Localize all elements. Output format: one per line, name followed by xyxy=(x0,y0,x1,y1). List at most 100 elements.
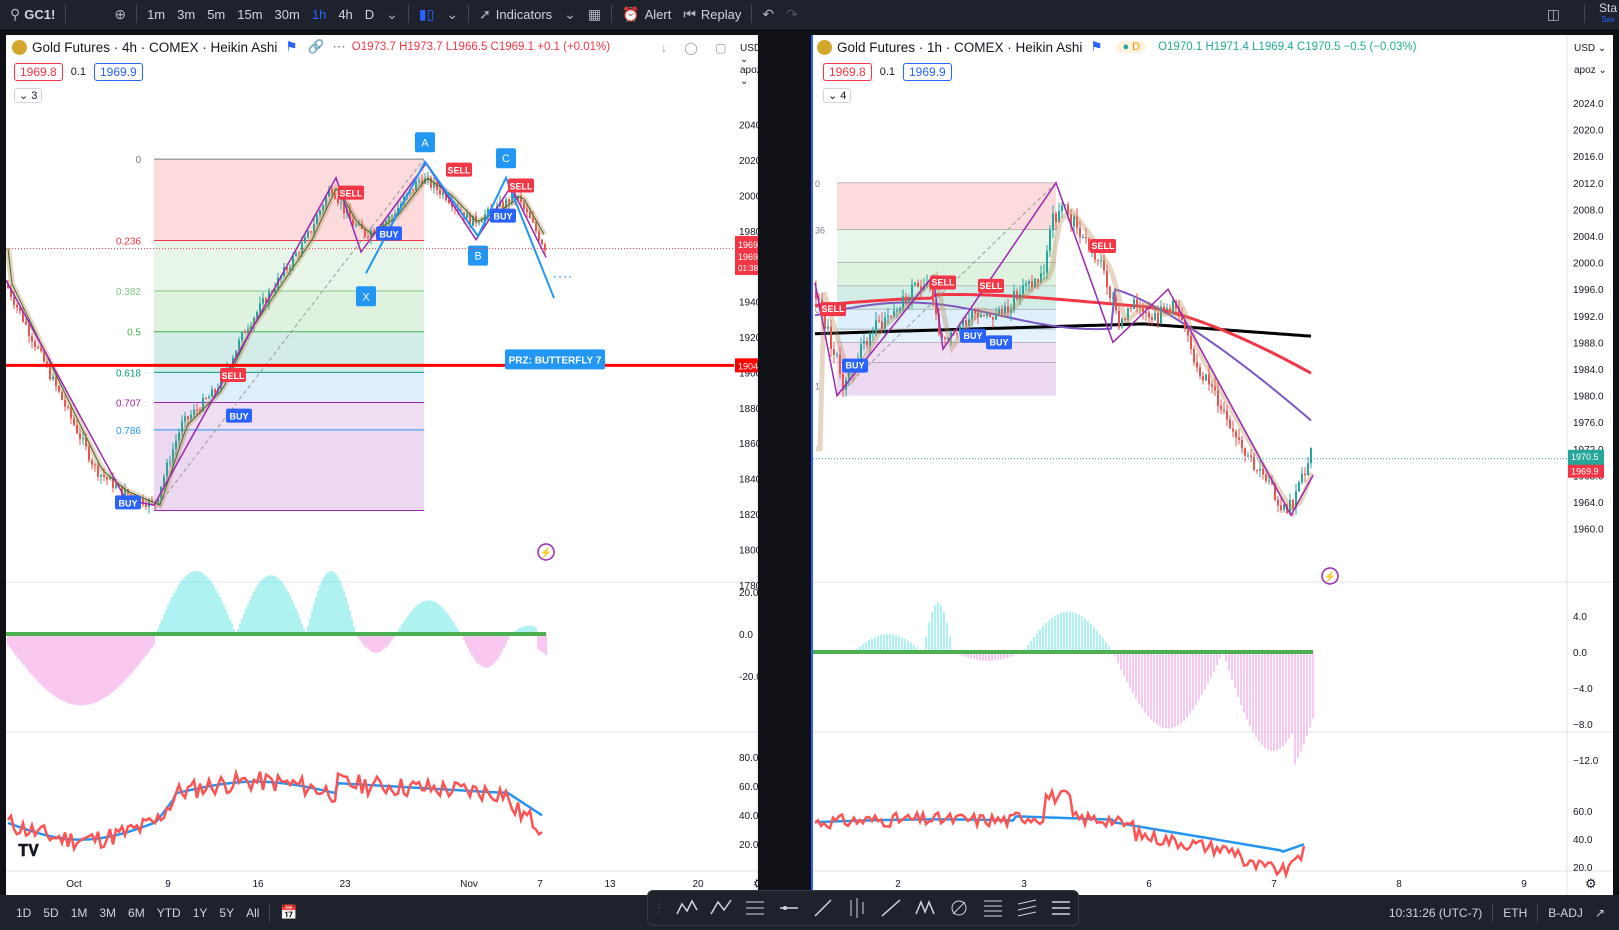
range-5y[interactable]: 5Y xyxy=(219,905,235,920)
time-axis[interactable]: Oct 9 16 23 Nov 7 13 20 xyxy=(66,879,704,890)
interval-1m[interactable]: 1m xyxy=(147,6,166,22)
prz-label-badge[interactable] xyxy=(505,349,605,370)
buy-signal-badge[interactable] xyxy=(842,358,868,373)
long-position-icon[interactable] xyxy=(845,896,869,920)
ray-icon[interactable] xyxy=(879,896,903,920)
parallel-channel-icon[interactable] xyxy=(1015,896,1039,920)
pattern-point-badge[interactable] xyxy=(415,132,435,153)
bid-button[interactable]: 1969.8 xyxy=(823,63,872,81)
menu-lines-icon[interactable] xyxy=(1049,896,1073,920)
chart-type-dropdown[interactable]: ⌄ xyxy=(440,0,464,29)
indicators-dropdown[interactable]: ⌄ xyxy=(558,0,582,29)
session-button[interactable]: ETH xyxy=(1503,905,1528,920)
pane-divider[interactable] xyxy=(811,35,813,895)
sell-signal-badge[interactable] xyxy=(446,162,472,177)
eye-icon[interactable]: ◯ xyxy=(684,41,698,55)
indicators-button[interactable]: ➚ Indicators xyxy=(473,0,558,29)
time-axis[interactable]: 2 3 6 7 8 9 xyxy=(895,879,1527,890)
fib-retracement-icon[interactable] xyxy=(981,896,1005,920)
price-axis[interactable]: 2040.02020.02000.01980.01960.01940.01920… xyxy=(735,121,758,851)
fib-retracement[interactable]: 036071 xyxy=(815,179,1057,396)
trend-line-icon[interactable] xyxy=(811,896,835,920)
buy-signal-badge[interactable] xyxy=(986,335,1012,350)
pattern-point-badge[interactable] xyxy=(496,148,516,169)
more-icon[interactable]: ⋯ xyxy=(332,39,346,54)
replay-button[interactable]: ⏮ Replay xyxy=(677,0,747,29)
buy-signal-badge[interactable] xyxy=(960,328,986,343)
scale-mode-selector[interactable]: apoz ⌄ xyxy=(740,65,758,87)
collapse-indicators-button[interactable]: ⌄ 3 xyxy=(14,88,43,103)
range-all[interactable]: All xyxy=(246,905,260,920)
buy-signal-badge[interactable] xyxy=(226,408,252,423)
panels-toggle-button[interactable]: ◫ xyxy=(1541,0,1566,29)
interval-1h[interactable]: 1h xyxy=(311,6,327,22)
settings-icon[interactable]: ⚙ xyxy=(1585,876,1597,891)
link-icon[interactable]: 🔗 xyxy=(307,39,325,54)
range-1y[interactable]: 1Y xyxy=(192,905,208,920)
range-3m[interactable]: 3M xyxy=(99,905,117,920)
harmonic-pattern-line[interactable] xyxy=(365,159,555,299)
sell-signal-badge[interactable] xyxy=(930,275,956,290)
clock-display[interactable]: 10:31:26 (UTC-7) xyxy=(1388,905,1483,920)
layout-button[interactable]: ▦ xyxy=(582,0,607,29)
range-ytd[interactable]: YTD xyxy=(156,905,181,920)
lightning-icon[interactable] xyxy=(537,543,555,561)
undo-button[interactable]: ↶ xyxy=(756,0,780,29)
date-range-button[interactable]: 📅 xyxy=(274,904,303,921)
sell-signal-badge[interactable] xyxy=(338,185,364,200)
drag-handle-icon[interactable]: ⋮ xyxy=(653,901,665,915)
left-chart-title[interactable]: Gold Futures · 4h · COMEX · Heikin Ashi xyxy=(32,39,278,55)
sell-signal-badge[interactable] xyxy=(820,302,846,317)
scale-mode-selector[interactable]: apoz ⌄ xyxy=(1574,65,1607,76)
left-chart-canvas[interactable]: 0 0.236 0.382 0.5 0.618 0.707 0.786 X A B C PRZ: B… xyxy=(6,35,758,895)
interval-3m[interactable]: 3m xyxy=(177,6,196,22)
maximize-icon[interactable]: ▢ xyxy=(715,41,727,55)
range-6m[interactable]: 6M xyxy=(128,905,145,920)
lightning-icon[interactable] xyxy=(1321,567,1339,585)
collapse-indicators-button[interactable]: ⌄ 4 xyxy=(823,88,852,103)
fib-trend-line[interactable] xyxy=(153,158,425,511)
sell-signal-badge[interactable] xyxy=(978,278,1004,293)
pattern-point-badge[interactable] xyxy=(468,245,488,266)
brush-icon[interactable] xyxy=(947,896,971,920)
buy-signal-badge[interactable] xyxy=(115,495,141,510)
market-status-badge[interactable]: ● D xyxy=(1116,41,1147,53)
flag-icon[interactable]: ⚑ xyxy=(1090,39,1103,54)
redo-button[interactable]: ↷ xyxy=(780,0,804,29)
down-arrow-icon[interactable]: ↓ xyxy=(661,41,667,55)
compare-button[interactable]: ⊕ xyxy=(108,0,132,29)
start-trading-button[interactable]: Sta Sav xyxy=(1589,0,1619,29)
abcd-pattern-icon[interactable] xyxy=(709,896,733,920)
alert-button[interactable]: ⏰ Alert xyxy=(616,0,677,29)
bid-button[interactable]: 1969.8 xyxy=(14,63,63,81)
pattern-point-badge[interactable] xyxy=(356,286,376,307)
symbol-search[interactable]: ⚲ GC1! xyxy=(0,0,61,29)
interval-d[interactable]: D xyxy=(364,6,375,22)
settings-icon[interactable]: ⚙ xyxy=(753,876,758,892)
interval-5m[interactable]: 5m xyxy=(207,6,226,22)
range-1m[interactable]: 1M xyxy=(70,905,88,920)
xabcd-pattern-icon[interactable] xyxy=(675,896,699,920)
price-axis[interactable]: 2024.0 2020.0 2016.0 2012.0 2008.0 2004.0 2000… xyxy=(1568,99,1604,874)
sell-signal-badge[interactable] xyxy=(508,178,534,193)
interval-15m[interactable]: 15m xyxy=(237,6,263,22)
adjustment-button[interactable]: B-ADJ xyxy=(1548,905,1583,920)
horizontal-ray-icon[interactable] xyxy=(777,896,801,920)
currency-selector[interactable]: USD ⌄ xyxy=(1574,43,1607,54)
buy-signal-badge[interactable] xyxy=(490,208,516,223)
fib-channel-icon[interactable] xyxy=(743,896,767,920)
ask-button[interactable]: 1969.9 xyxy=(94,63,143,81)
flag-icon[interactable]: ⚑ xyxy=(285,39,298,54)
sell-signal-badge[interactable] xyxy=(1090,238,1116,253)
right-chart-title[interactable]: Gold Futures · 1h · COMEX · Heikin Ashi xyxy=(837,39,1083,55)
buy-signal-badge[interactable] xyxy=(376,226,402,241)
range-1d[interactable]: 1D xyxy=(16,905,32,920)
left-chart-pane[interactable]: 0 0.236 0.382 0.5 0.618 0.707 0.786 X A B C PRZ: B… xyxy=(6,35,758,895)
pattern-icon[interactable] xyxy=(913,896,937,920)
fib-trend-line[interactable] xyxy=(836,182,1057,396)
expand-icon[interactable]: ↗ xyxy=(1594,905,1605,920)
interval-30m[interactable]: 30m xyxy=(274,6,300,22)
interval-4h[interactable]: 4h xyxy=(338,6,353,22)
